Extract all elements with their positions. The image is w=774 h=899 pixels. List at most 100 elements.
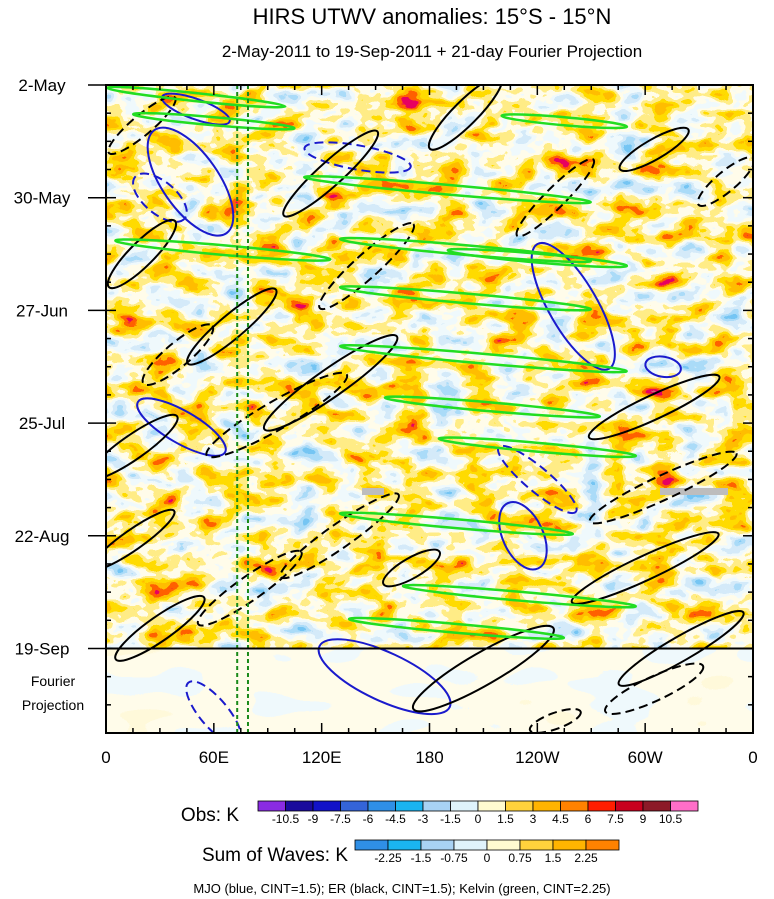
colorbar-tick-label: 9: [640, 812, 647, 826]
colorbar-tick-label: 0: [475, 812, 482, 826]
x-tick-label: 60W: [628, 748, 663, 767]
er-contour: [186, 287, 278, 366]
projection-label-line2: Projection: [22, 697, 84, 713]
er-contour: [205, 371, 349, 459]
colorbar-tick-label: 2.25: [574, 851, 598, 865]
mjo-contour: [303, 141, 412, 174]
legend-footer: MJO (blue, CINT=1.5); ER (black, CINT=1.…: [193, 881, 610, 896]
er-contour: [570, 531, 720, 605]
chart-title: HIRS UTWV anomalies: 15°S - 15°N: [253, 4, 612, 29]
er-contour: [696, 156, 753, 207]
er-contour: [141, 323, 215, 386]
colorbar-swatch: [532, 800, 561, 812]
colorbar-tick-label: 0: [484, 851, 491, 865]
colorbar-tick-label: 3: [530, 812, 537, 826]
er-contour: [618, 126, 690, 173]
missing-data-patch: [660, 488, 728, 495]
kelvin-contour: [437, 436, 638, 459]
x-tick-label: 60E: [199, 748, 229, 767]
colorbar-tick-label: -1.5: [411, 851, 432, 865]
plot-area: [106, 85, 753, 733]
colorbar-swatch: [450, 800, 479, 812]
er-contour: [528, 707, 582, 733]
kelvin-contour: [132, 111, 296, 131]
colorbar-tick-label: 4.5: [552, 812, 569, 826]
colorbar-swatch: [285, 800, 314, 812]
kelvin-contour: [401, 583, 637, 609]
colorbar-tick-label: -0.75: [440, 851, 468, 865]
x-tick-label: 180: [415, 748, 443, 767]
colorbar-swatch: [519, 839, 554, 851]
mjo-contour: [132, 172, 188, 223]
colorbar-tick-label: -2.25: [374, 851, 402, 865]
colorbar-tick-label: 0.75: [508, 851, 532, 865]
kelvin-contour: [446, 247, 629, 269]
y-tick-label: 19-Sep: [15, 639, 70, 658]
mjo-contour: [317, 638, 452, 716]
y-tick-label: 2-May: [18, 76, 66, 95]
colorbar-tick-label: 1.5: [545, 851, 562, 865]
er-contour: [106, 413, 179, 481]
colorbar-tick-label: 6: [585, 812, 592, 826]
y-tick-label: 27-Jun: [16, 301, 68, 320]
colorbar-swatch: [642, 800, 671, 812]
colorbar-swatch: [312, 800, 341, 812]
er-contour: [617, 610, 745, 687]
er-contour: [318, 222, 416, 311]
colorbar-swatch: [552, 839, 587, 851]
obs-colorbar-label: Obs: K: [181, 805, 239, 826]
colorbar-swatch: [257, 800, 286, 812]
y-tick-label: 25-Jul: [19, 414, 65, 433]
mjo-contour: [185, 680, 243, 733]
chart-subtitle: 2-May-2011 to 19-Sep-2011 + 21-day Fouri…: [222, 42, 642, 61]
colorbar-swatch: [354, 839, 389, 851]
colorbar-swatch: [615, 800, 644, 812]
colorbar-swatch: [340, 800, 369, 812]
er-contour: [106, 508, 176, 571]
wave-contours: [106, 85, 753, 733]
er-contour: [107, 95, 177, 156]
colorbar-tick-label: -7.5: [330, 812, 351, 826]
kelvin-contour: [338, 511, 575, 537]
colorbar-swatch: [560, 800, 589, 812]
er-contour: [382, 548, 441, 588]
colorbar-swatch: [453, 839, 488, 851]
colorbar-swatch: [395, 800, 424, 812]
er-contour: [196, 549, 303, 627]
colorbar-tick-label: -9: [308, 812, 319, 826]
kelvin-contour: [338, 344, 628, 374]
colorbar-swatch: [367, 800, 396, 812]
mjo-contour: [644, 355, 682, 379]
y-tick-label: 22-Aug: [15, 527, 70, 546]
er-contour: [114, 594, 206, 662]
colorbar-tick-label: -3: [418, 812, 429, 826]
waves-colorbar: -2.25 -1.5 -0.75 0 0.75 1.5 2.25: [354, 839, 620, 865]
colorbar-tick-label: -4.5: [385, 812, 406, 826]
projection-field: [106, 649, 753, 733]
colorbar-tick-label: 1.5: [497, 812, 514, 826]
kelvin-contour: [500, 113, 629, 130]
x-tick-label: 0: [101, 748, 110, 767]
er-contour: [262, 334, 399, 432]
er-contour: [279, 492, 400, 580]
mjo-contour: [146, 126, 235, 237]
kelvin-contour: [383, 395, 602, 419]
kelvin-contour: [347, 616, 566, 640]
colorbar-swatch: [387, 839, 422, 851]
x-tick-label: 0: [748, 748, 757, 767]
er-contour: [604, 662, 705, 716]
y-tick-label: 30-May: [14, 189, 71, 208]
missing-data-patch: [362, 488, 384, 495]
x-axis: 0 60E 120E 180 120W 60W 0: [101, 85, 758, 767]
colorbar-swatch: [587, 800, 616, 812]
x-tick-label: 120W: [515, 748, 559, 767]
obs-anomaly-field: [106, 85, 753, 649]
kelvin-contour: [302, 174, 592, 205]
colorbar-swatch: [422, 800, 451, 812]
colorbar-swatch: [486, 839, 521, 851]
waves-colorbar-label: Sum of Waves: K: [202, 845, 348, 866]
er-contour: [588, 450, 738, 525]
colorbar-tick-label: -10.5: [272, 812, 300, 826]
er-contour: [587, 373, 721, 441]
